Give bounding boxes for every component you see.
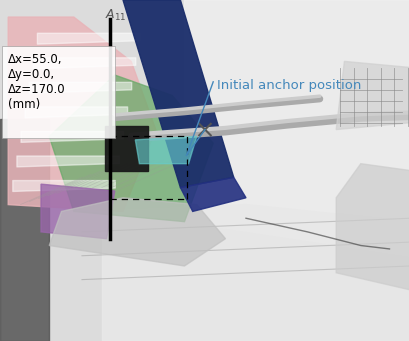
Polygon shape: [184, 0, 409, 256]
Polygon shape: [180, 177, 245, 211]
Polygon shape: [49, 198, 225, 266]
Text: Δx=55.0,
Δy=0.0,
Δz=170.0
(mm): Δx=55.0, Δy=0.0, Δz=170.0 (mm): [8, 53, 66, 111]
Polygon shape: [135, 136, 196, 164]
Polygon shape: [49, 75, 213, 222]
Polygon shape: [335, 61, 409, 130]
Polygon shape: [335, 164, 409, 290]
FancyBboxPatch shape: [2, 46, 115, 138]
Polygon shape: [8, 17, 155, 211]
Text: $A_{11}$: $A_{11}$: [104, 8, 126, 23]
Polygon shape: [0, 119, 49, 341]
Text: Initial anchor position: Initial anchor position: [217, 79, 361, 92]
Polygon shape: [123, 0, 233, 188]
Bar: [104, 126, 147, 170]
Polygon shape: [102, 205, 409, 341]
Polygon shape: [41, 184, 115, 239]
